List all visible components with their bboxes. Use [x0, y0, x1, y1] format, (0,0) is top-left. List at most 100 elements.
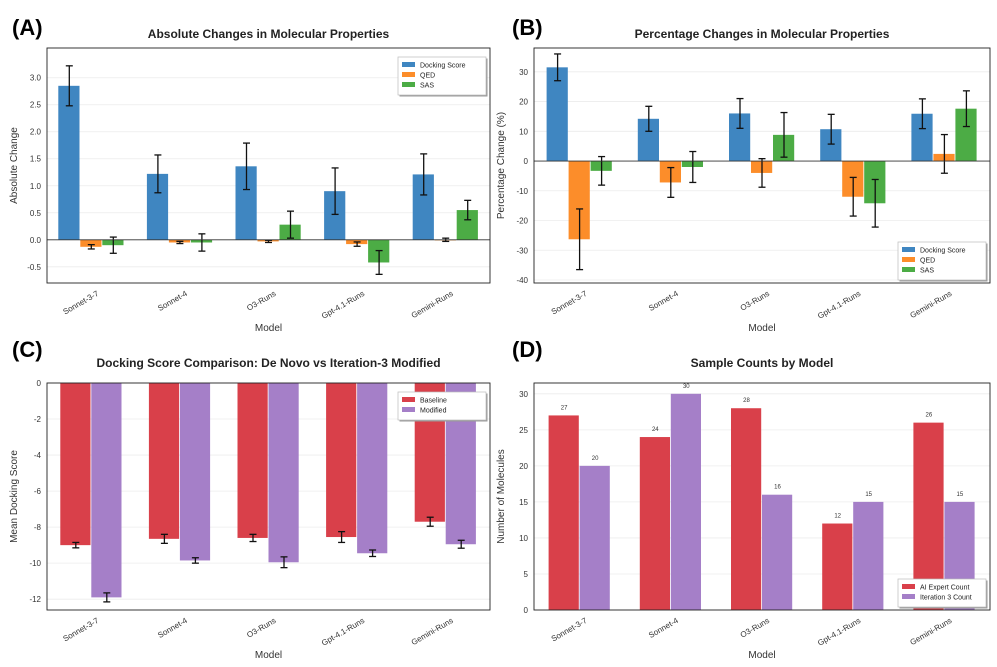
y-axis-label: Number of Molecules	[496, 449, 507, 543]
y-tick-label: -30	[516, 246, 528, 255]
y-tick-label: 3.0	[30, 74, 42, 83]
x-tick-label: Sonnet-3-7	[550, 616, 589, 644]
axes-frame	[533, 382, 991, 611]
panel-label: (C)	[12, 337, 43, 362]
y-tick-label: -40	[516, 276, 528, 285]
chart-title: Percentage Changes in Molecular Properti…	[635, 27, 890, 41]
bar	[731, 408, 762, 610]
chart-title: Sample Counts by Model	[691, 356, 834, 370]
legend-entry: Iteration 3 Count	[920, 595, 972, 602]
x-tick-label: O3-Runs	[739, 289, 771, 313]
legend-entry: Modified	[420, 408, 447, 415]
data-label: 15	[957, 492, 964, 498]
x-tick-label: Gemini-Runs	[908, 289, 953, 320]
x-tick-label: Gpt-4.1-Runs	[320, 616, 366, 648]
chart-panel-1: (A) Absolute Changes in Molecular Propert…	[9, 15, 491, 334]
chart-panel-4: (D) Sample Counts by Model 0 5 10 15 20 25 30 27 2…	[496, 337, 991, 661]
bar	[639, 437, 670, 610]
y-tick-label: 20	[519, 98, 528, 107]
y-tick-label: -12	[29, 595, 41, 604]
axes-frame	[46, 382, 491, 611]
legend-entry: SAS	[920, 268, 934, 275]
y-tick-label: 25	[519, 426, 528, 435]
bar	[820, 129, 842, 162]
legend-entry: Baseline	[420, 398, 447, 405]
legend-swatch	[902, 584, 915, 589]
x-axis-label: Model	[255, 650, 282, 661]
axes-frame	[46, 47, 491, 284]
legend-box	[397, 391, 487, 421]
bar	[729, 113, 751, 162]
y-tick-label: 10	[519, 534, 528, 543]
legend-swatch	[902, 594, 915, 599]
legend-swatch	[402, 397, 415, 402]
y-tick-label: 1.5	[30, 155, 42, 164]
x-tick-label: Sonnet-4	[647, 289, 680, 313]
legend: Docking Score QED SAS	[897, 241, 988, 282]
x-tick-label: Sonnet-4	[647, 616, 680, 640]
data-label: 12	[834, 514, 841, 520]
y-tick-label: -8	[34, 523, 42, 532]
bar	[357, 383, 388, 554]
x-axis-label: Model	[255, 323, 282, 334]
x-tick-label: Sonnet-3-7	[550, 289, 589, 317]
y-tick-label: -2	[34, 415, 42, 424]
x-tick-label: Gpt-4.1-Runs	[816, 616, 862, 648]
data-label: 26	[926, 413, 933, 419]
bar	[326, 383, 357, 538]
y-tick-label: 0.5	[30, 209, 42, 218]
panel-label: (D)	[512, 337, 543, 362]
x-tick-label: Sonnet-4	[156, 289, 189, 313]
x-axis-label: Model	[748, 650, 775, 661]
bar	[822, 523, 853, 610]
legend-entry: Docking Score	[420, 63, 466, 70]
data-label: 30	[683, 384, 690, 390]
data-label: 20	[592, 456, 599, 462]
bar	[179, 383, 211, 561]
y-axis-label: Absolute Change	[9, 127, 20, 204]
legend-swatch	[402, 407, 415, 412]
bar	[91, 383, 122, 598]
bar	[60, 383, 91, 546]
y-tick-label: 0	[524, 606, 529, 615]
chart-title: Docking Score Comparison: De Novo vs Ite…	[96, 356, 440, 370]
bar	[237, 383, 268, 538]
bar	[762, 494, 793, 610]
legend-entry: Docking Score	[920, 248, 966, 255]
chart-title: Absolute Changes in Molecular Properties	[148, 27, 390, 41]
y-tick-label: 10	[519, 127, 528, 136]
y-tick-label: 0	[37, 379, 42, 388]
chart-panel-3: (C) Docking Score Comparison: De Novo vs …	[9, 337, 491, 661]
legend: AI Expert Count Iteration 3 Count	[897, 578, 988, 609]
y-tick-label: 2.5	[30, 101, 42, 110]
bar	[546, 67, 568, 162]
bar	[324, 191, 346, 240]
x-tick-label: Gemini-Runs	[410, 616, 455, 647]
y-tick-label: 2.0	[30, 128, 42, 137]
bar	[58, 85, 80, 240]
legend-entry: SAS	[420, 83, 434, 90]
y-axis-label: Mean Docking Score	[9, 450, 20, 543]
bar	[568, 161, 590, 240]
axes-frame	[533, 47, 991, 284]
bar	[412, 174, 434, 240]
y-tick-label: -10	[516, 187, 528, 196]
y-tick-label: -4	[34, 451, 42, 460]
legend-entry: QED	[420, 73, 435, 80]
legend-swatch	[902, 267, 915, 272]
legend: Baseline Modified	[397, 391, 488, 422]
y-tick-label: -6	[34, 487, 42, 496]
x-tick-label: O3-Runs	[739, 616, 771, 640]
chart-panel-2: (B) Percentage Changes in Molecular Prope…	[496, 15, 991, 334]
legend-swatch	[402, 62, 415, 67]
bar	[235, 166, 257, 240]
y-tick-label: -10	[29, 559, 41, 568]
x-axis-label: Model	[748, 323, 775, 334]
y-tick-label: 15	[519, 498, 528, 507]
x-tick-label: Gemini-Runs	[410, 289, 455, 320]
y-tick-label: -0.5	[27, 263, 41, 272]
bar	[637, 118, 659, 162]
y-tick-label: 30	[519, 68, 528, 77]
x-tick-label: Gpt-4.1-Runs	[320, 289, 366, 321]
